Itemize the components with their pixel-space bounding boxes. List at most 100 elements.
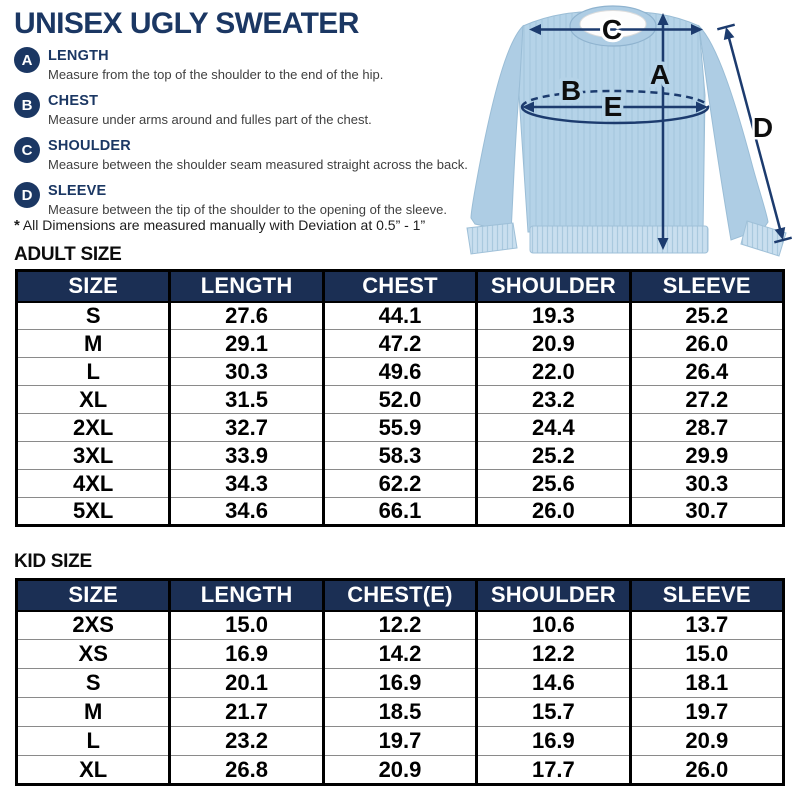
table-row: M 21.7 18.5 15.7 19.7 xyxy=(16,697,784,727)
chest-ellipse-solid xyxy=(520,106,710,125)
kid-size-heading: KID SIZE xyxy=(14,551,92,572)
table-cell: 16.9 xyxy=(168,639,324,669)
measurement-label: SLEEVE xyxy=(48,183,107,199)
table-cell: S xyxy=(16,668,170,698)
column-header: SIZE xyxy=(16,270,170,303)
measurement-description: Measure from the top of the shoulder to … xyxy=(48,67,384,82)
table-cell: 58.3 xyxy=(321,441,477,470)
table-cell: 34.3 xyxy=(168,469,324,498)
length-arrow-a xyxy=(657,13,669,250)
table-cell: XL xyxy=(16,755,170,785)
table-cell: 26.0 xyxy=(475,497,631,526)
measurement-item-chest: B CHEST Measure under arms around and fu… xyxy=(14,92,474,127)
page-title: UNISEX UGLY SWEATER xyxy=(14,7,359,40)
table-cell: 26.0 xyxy=(628,755,784,785)
sweater-illustration: C A B E D xyxy=(466,5,793,257)
measurement-description: Measure between the tip of the shoulder … xyxy=(48,202,447,217)
column-header: CHEST xyxy=(321,270,477,303)
table-cell: 52.0 xyxy=(321,385,477,414)
table-cell: 27.6 xyxy=(168,301,324,330)
table-row: M 29.1 47.2 20.9 26.0 xyxy=(16,329,784,358)
table-cell: 29.9 xyxy=(628,441,784,470)
letter-badge-b: B xyxy=(14,92,40,118)
note-text: All Dimensions are measured manually wit… xyxy=(22,217,426,233)
table-row: S 20.1 16.9 14.6 18.1 xyxy=(16,668,784,698)
table-row: 4XL 34.3 62.2 25.6 30.3 xyxy=(16,469,784,498)
table-cell: 26.0 xyxy=(628,329,784,358)
table-cell: 55.9 xyxy=(321,413,477,442)
chest-ellipse-dashed xyxy=(520,89,710,108)
kid-size-table: SIZE LENGTH CHEST(E) SHOULDER SLEEVE 2XS 15.0 1… xyxy=(15,578,785,786)
table-cell: M xyxy=(16,697,170,727)
table-cell: 47.2 xyxy=(321,329,477,358)
table-cell: 3XL xyxy=(16,441,170,470)
table-cell: 30.7 xyxy=(628,497,784,526)
table-cell: 31.5 xyxy=(168,385,324,414)
table-header-row: SIZE LENGTH CHEST SHOULDER SLEEVE xyxy=(16,270,784,303)
table-cell: 62.2 xyxy=(321,469,477,498)
column-header: SHOULDER xyxy=(475,579,631,612)
table-cell: 25.2 xyxy=(628,301,784,330)
deviation-note: * All Dimensions are measured manually wi… xyxy=(14,217,425,234)
diagram-label-b: B xyxy=(561,75,581,106)
measurement-label: LENGTH xyxy=(48,48,109,64)
sweater-left-cuff xyxy=(466,222,518,255)
table-cell: 26.8 xyxy=(168,755,324,785)
table-cell: 33.9 xyxy=(168,441,324,470)
table-row: XS 16.9 14.2 12.2 15.0 xyxy=(16,639,784,669)
column-header: LENGTH xyxy=(168,579,324,612)
table-cell: 12.2 xyxy=(475,639,631,669)
table-cell: 10.6 xyxy=(475,610,631,640)
table-cell: L xyxy=(16,726,170,756)
measurement-item-shoulder: C SHOULDER Measure between the shoulder … xyxy=(14,137,474,172)
table-cell: 34.6 xyxy=(168,497,324,526)
table-cell: 20.1 xyxy=(168,668,324,698)
table-row: 2XL 32.7 55.9 24.4 28.7 xyxy=(16,413,784,442)
table-cell: 49.6 xyxy=(321,357,477,386)
measurement-description: Measure between the shoulder seam measur… xyxy=(48,157,468,172)
table-cell: 24.4 xyxy=(475,413,631,442)
letter-badge-c: C xyxy=(14,137,40,163)
table-cell: 22.0 xyxy=(475,357,631,386)
column-header: SIZE xyxy=(16,579,170,612)
table-cell: 15.0 xyxy=(168,610,324,640)
table-cell: 18.5 xyxy=(321,697,477,727)
adult-size-heading: ADULT SIZE xyxy=(14,244,122,265)
table-cell: M xyxy=(16,329,170,358)
table-cell: 44.1 xyxy=(321,301,477,330)
sweater-diagram: C A B E D xyxy=(455,0,800,258)
measurement-label: SHOULDER xyxy=(48,138,131,154)
table-cell: S xyxy=(85,302,101,328)
table-cell: 32.7 xyxy=(168,413,324,442)
table-row: L 30.3 49.6 22.0 26.4 xyxy=(16,357,784,386)
table-cell: 2XL xyxy=(16,413,170,442)
table-cell: XL xyxy=(16,385,170,414)
measurement-item-sleeve: D SLEEVE Measure between the tip of the … xyxy=(14,182,474,217)
letter-badge-a: A xyxy=(14,47,40,73)
table-row: XL 26.8 20.9 17.7 26.0 xyxy=(16,755,784,785)
table-row: 5XL 34.6 66.1 26.0 30.7 xyxy=(16,497,784,526)
table-header-row: SIZE LENGTH CHEST(E) SHOULDER SLEEVE xyxy=(16,579,784,612)
measurement-label: CHEST xyxy=(48,93,99,109)
measurement-description: Measure under arms around and fulles par… xyxy=(48,112,372,127)
table-cell: 30.3 xyxy=(168,357,324,386)
table-cell: 66.1 xyxy=(321,497,477,526)
table-cell: 16.9 xyxy=(321,668,477,698)
sweater-hem-band xyxy=(529,225,709,254)
column-header: CHEST(E) xyxy=(321,579,477,612)
table-cell: XS xyxy=(16,639,170,669)
table-cell: 16.9 xyxy=(475,726,631,756)
diagram-label-c: C xyxy=(602,14,622,45)
diagram-label-a: A xyxy=(650,59,670,90)
table-cell: 13.7 xyxy=(628,610,784,640)
table-row: 2XS 15.0 12.2 10.6 13.7 xyxy=(17,610,784,640)
table-cell: 12.2 xyxy=(321,610,477,640)
letter-badge-d: D xyxy=(14,182,40,208)
column-header: SLEEVE xyxy=(628,270,784,303)
table-row: XL 31.5 52.0 23.2 27.2 xyxy=(16,385,784,414)
table-cell: 20.9 xyxy=(475,329,631,358)
table-cell: L xyxy=(16,357,170,386)
sweater-right-cuff xyxy=(740,220,787,257)
column-header: LENGTH xyxy=(168,270,324,303)
